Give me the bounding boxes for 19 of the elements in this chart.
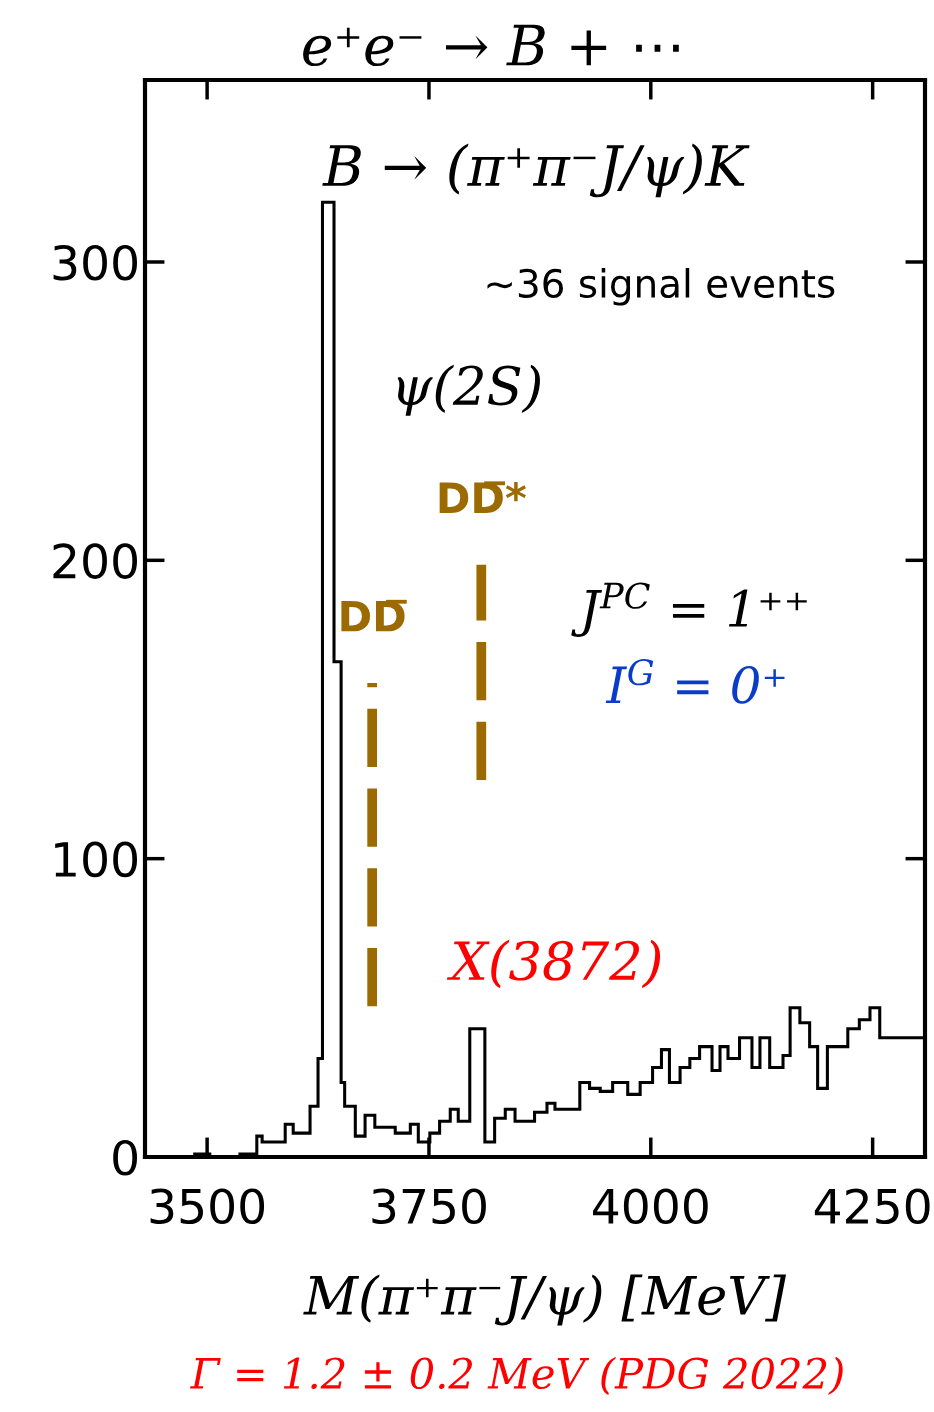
y-tick-label: 300 (53, 244, 137, 281)
x-tick-label: 3500 (150, 1188, 265, 1225)
x-tick-label: 4250 (814, 1188, 930, 1225)
chart-title: e⁺e⁻ → B + ⋯ (303, 24, 679, 67)
annotation: J$^{PC}$ = 1⁺⁺ (571, 582, 807, 637)
y-tick-label: 100 (55, 841, 137, 878)
text: B → (π⁺π⁻J/ψ)K (322, 143, 750, 198)
text: Γ = 1.2 ± 0.2 MeV (PDG 2022) (190, 1356, 843, 1395)
x-axis-title: M(π⁺π⁻J/ψ) [MeV] (303, 1274, 787, 1326)
annotation: ψ(2S) (397, 364, 540, 416)
x-tick-label: 4000 (593, 1188, 708, 1225)
x-tick-label: 3750 (372, 1188, 486, 1225)
annotation: X(3872) (446, 939, 661, 989)
y-tick-label: 200 (53, 543, 137, 579)
ref-line-label: DD̅* (439, 481, 526, 513)
ref-line-label: DD̅ (341, 599, 407, 632)
y-tick-label: 0 (113, 1139, 137, 1176)
annotation: ~36 signal events (487, 267, 835, 306)
annotation: I$^{G}$ = 0⁺ (605, 658, 785, 704)
